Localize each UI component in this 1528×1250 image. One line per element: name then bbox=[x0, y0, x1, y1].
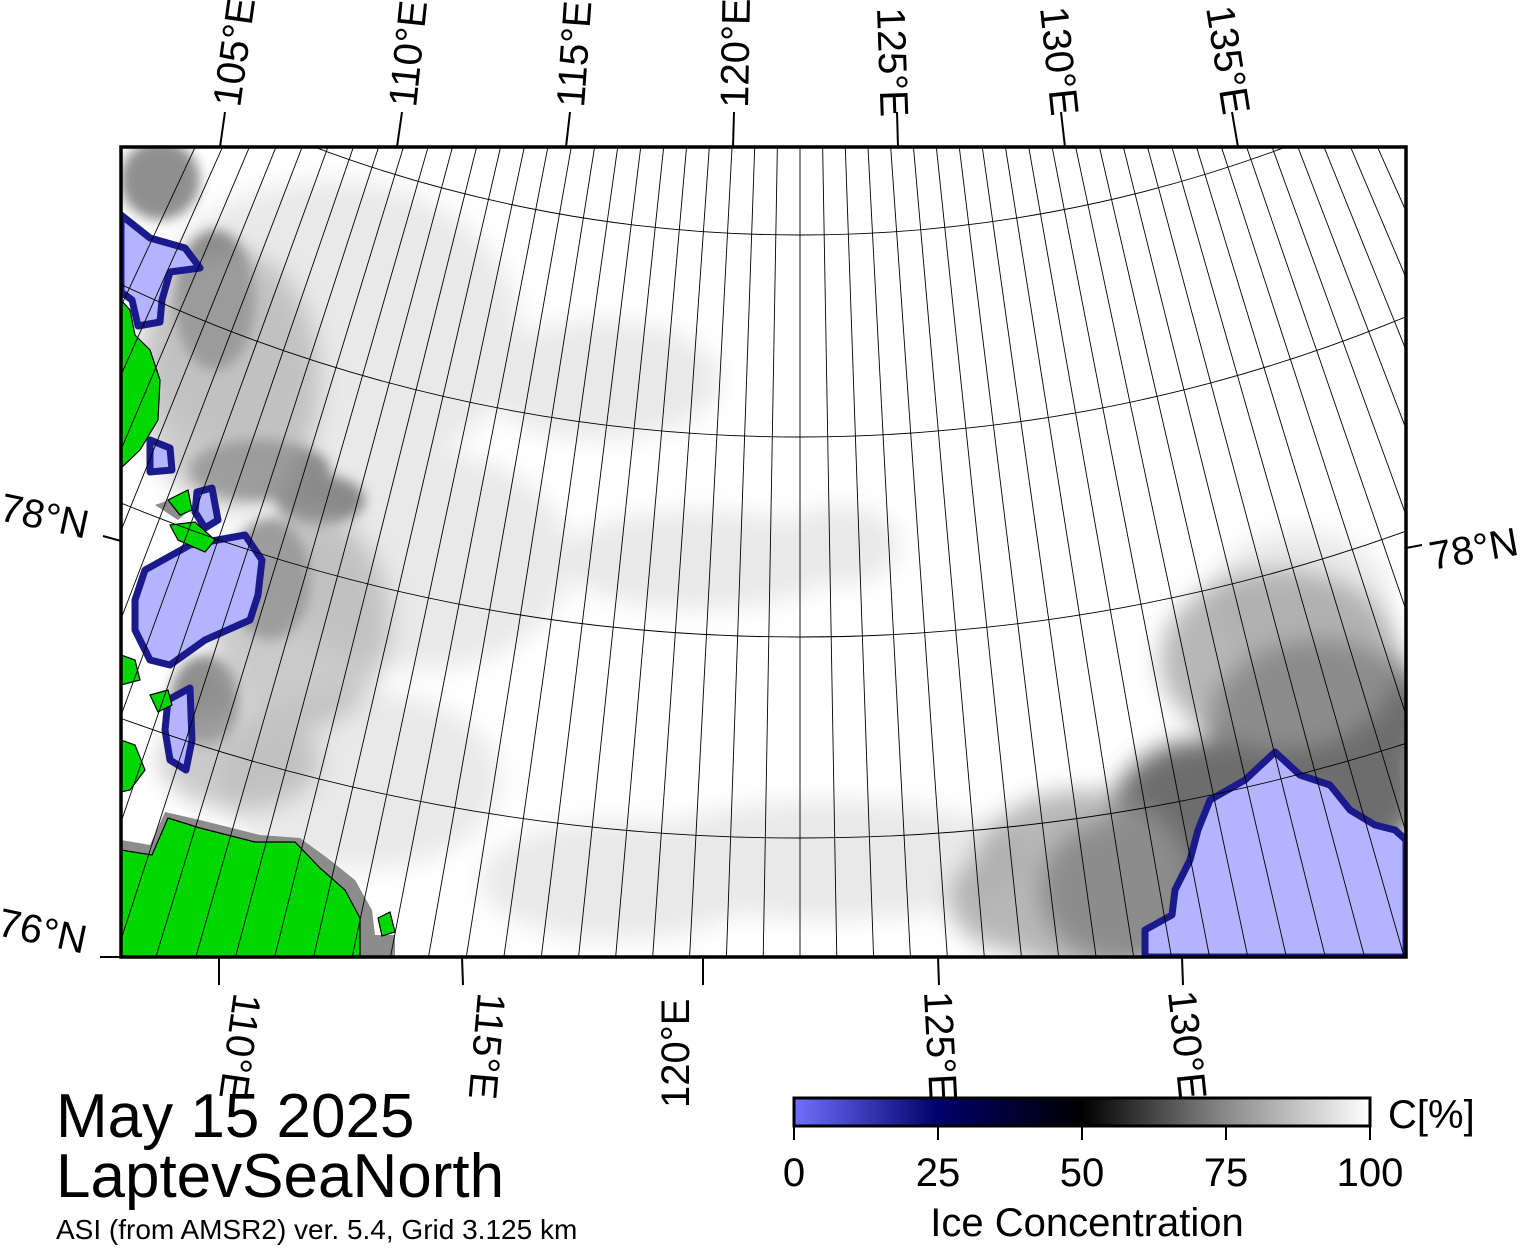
meridian-line bbox=[121, 147, 354, 824]
land-west-lower bbox=[121, 739, 146, 793]
meridian-line bbox=[1271, 147, 1406, 517]
meridian-line bbox=[121, 147, 277, 532]
meridian-line bbox=[1196, 147, 1406, 834]
meridian-line bbox=[844, 147, 875, 957]
bottom-lon-label-130: 130°E bbox=[1159, 988, 1214, 1101]
region-name: LaptevSeaNorth bbox=[56, 1142, 505, 1211]
data-source: ASI (from AMSR2) ver. 5.4, Grid 3.125 km bbox=[56, 1214, 578, 1245]
meridian-line bbox=[822, 147, 838, 957]
lat-label-78-right: 78°N bbox=[1426, 520, 1522, 579]
top-lon-label-105: 105°E bbox=[205, 0, 264, 109]
colorbar-tick-label: 100 bbox=[1337, 1151, 1404, 1195]
meridian-line bbox=[1246, 147, 1406, 612]
bottom-lon-label-125: 125°E bbox=[915, 990, 965, 1102]
bottom-lon-label-120: 120°E bbox=[654, 999, 698, 1108]
frame-ticks bbox=[100, 111, 1423, 986]
meridian-line bbox=[313, 147, 502, 957]
meridian-line bbox=[762, 147, 778, 957]
colorbar-tick-label: 75 bbox=[1204, 1151, 1249, 1195]
top-lon-label-125: 125°E bbox=[868, 7, 916, 118]
meridian-line bbox=[428, 147, 572, 957]
land-islands-upper bbox=[167, 489, 193, 516]
meridian-line bbox=[465, 147, 596, 957]
meridian-line bbox=[578, 147, 665, 957]
meridian-line bbox=[121, 147, 329, 717]
low-ice-southeast bbox=[1141, 748, 1406, 957]
map-date: May 15 2025 bbox=[56, 1082, 415, 1151]
colorbar-tick-label: 50 bbox=[1060, 1151, 1105, 1195]
meridian-line bbox=[867, 147, 911, 957]
meridian-line bbox=[725, 147, 756, 957]
meridian-line bbox=[689, 147, 733, 957]
colorbar-tick-label: 0 bbox=[783, 1151, 805, 1195]
meridian-line bbox=[351, 147, 525, 957]
meridian-line bbox=[1051, 147, 1211, 957]
top-lon-label-120: 120°E bbox=[713, 0, 759, 108]
top-lon-label-130: 130°E bbox=[1031, 4, 1086, 117]
meridian-line bbox=[1075, 147, 1249, 957]
meridian-line bbox=[1147, 147, 1366, 957]
meridian-line bbox=[1220, 147, 1406, 717]
lat-label-76-left: 76°N bbox=[0, 901, 91, 963]
meridian-line bbox=[155, 147, 404, 957]
meridian-line bbox=[540, 147, 642, 957]
low-ice-large-west bbox=[131, 531, 266, 669]
graticule bbox=[121, 147, 1406, 957]
bottom-lon-label-115: 115°E bbox=[460, 991, 513, 1101]
colorbar-tick-label: 25 bbox=[916, 1151, 961, 1195]
meridian-line bbox=[1122, 147, 1326, 957]
meridian-line bbox=[1098, 147, 1287, 957]
meridian-line bbox=[389, 147, 549, 957]
meridian-line bbox=[503, 147, 619, 957]
meridian-line bbox=[935, 147, 1022, 957]
meridian-line bbox=[274, 147, 478, 957]
colorbar-unit: C[%] bbox=[1388, 1093, 1475, 1137]
bottom-lon-labels: 110°E 115°E 120°E 125°E 130°E bbox=[210, 988, 1214, 1108]
colorbar-ticks: 0 25 50 75 100 bbox=[783, 1126, 1404, 1195]
low-ice-northwest bbox=[121, 211, 204, 330]
meridian-line bbox=[981, 147, 1097, 957]
meridian-line bbox=[121, 147, 303, 621]
top-lon-labels: 105°E 110°E 115°E 120°E 125°E 130°E 135°… bbox=[205, 0, 1257, 118]
low-ice-west-small bbox=[146, 436, 176, 476]
meridian-line bbox=[913, 147, 985, 957]
top-lon-label-115: 115°E bbox=[549, 0, 600, 109]
colorbar-bar bbox=[792, 1096, 1372, 1128]
meridian-line bbox=[234, 147, 453, 957]
meridian-line bbox=[1171, 147, 1405, 957]
land-islands-south bbox=[149, 689, 173, 713]
colorbar-title: Ice Concentration bbox=[930, 1201, 1244, 1245]
colorbar: 0 25 50 75 100 C[%] Ice Concentration bbox=[783, 1093, 1475, 1245]
top-lon-label-110: 110°E bbox=[381, 0, 436, 109]
meridian-line bbox=[121, 147, 380, 942]
meridian-line bbox=[652, 147, 710, 957]
top-lon-label-135: 135°E bbox=[1197, 3, 1258, 118]
low-ice-islands-north bbox=[191, 484, 222, 532]
meridian-line bbox=[1028, 147, 1172, 957]
lat-label-78-left: 78°N bbox=[0, 486, 93, 548]
meridian-line bbox=[195, 147, 429, 957]
meridian-line bbox=[890, 147, 948, 957]
map-frame bbox=[119, 145, 1408, 959]
low-ice-southwest bbox=[161, 684, 196, 774]
meridian-line bbox=[1004, 147, 1135, 957]
map-area bbox=[121, 147, 1406, 957]
meridian-line bbox=[615, 147, 687, 957]
low-ice-areas bbox=[121, 211, 1406, 957]
meridian-line bbox=[958, 147, 1060, 957]
